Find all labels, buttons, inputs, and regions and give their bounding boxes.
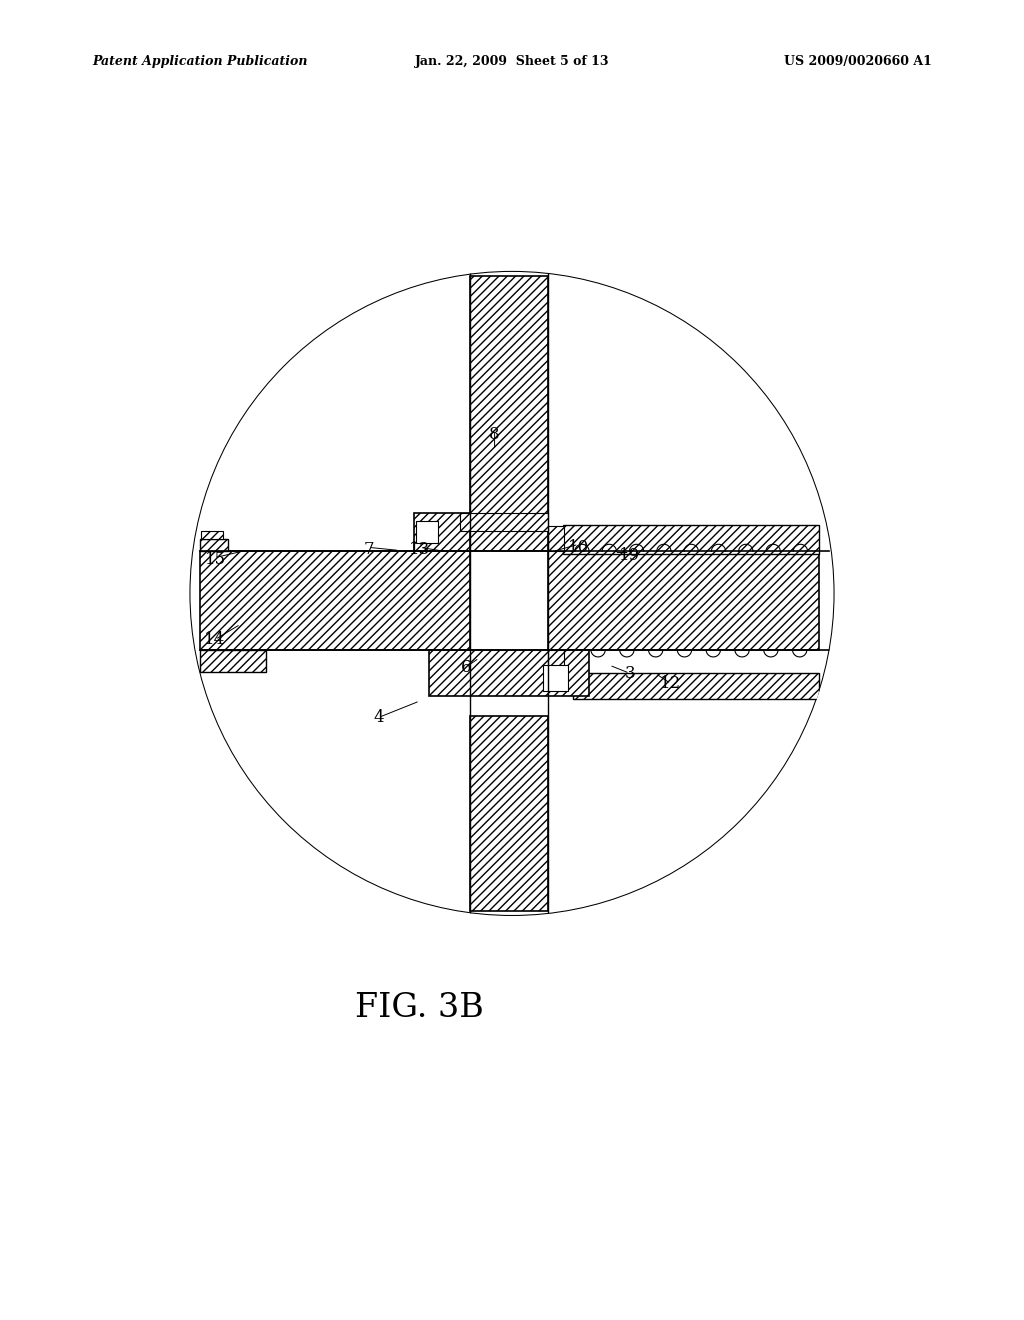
Bar (563, 525, 819, 553)
Bar (200, 552, 470, 649)
Bar (548, 552, 819, 649)
Text: 7: 7 (364, 541, 374, 558)
Bar (200, 649, 266, 672)
Text: 15: 15 (205, 552, 225, 568)
Bar (416, 520, 438, 544)
Text: FIG. 3B: FIG. 3B (355, 993, 484, 1024)
Bar (470, 276, 548, 552)
Text: 3: 3 (625, 665, 635, 682)
Text: 19: 19 (620, 546, 640, 564)
Bar (543, 665, 568, 690)
Text: 12: 12 (660, 675, 681, 692)
Text: US 2009/0020660 A1: US 2009/0020660 A1 (784, 55, 932, 69)
Bar (548, 525, 564, 552)
Text: 8: 8 (489, 426, 500, 444)
Text: 6: 6 (461, 659, 471, 676)
Bar (470, 717, 548, 911)
Bar (460, 512, 548, 531)
Text: 13: 13 (410, 541, 430, 558)
Circle shape (189, 271, 835, 916)
Text: 10: 10 (568, 539, 589, 556)
Text: Patent Application Publication: Patent Application Publication (92, 55, 307, 69)
Text: 4: 4 (374, 709, 384, 726)
Bar (200, 539, 227, 552)
Text: Jan. 22, 2009  Sheet 5 of 13: Jan. 22, 2009 Sheet 5 of 13 (415, 55, 609, 69)
Bar (201, 531, 223, 539)
Bar (548, 649, 564, 672)
Text: 14: 14 (205, 631, 225, 648)
Bar (414, 512, 470, 552)
Bar (573, 673, 819, 698)
Bar (429, 649, 589, 696)
